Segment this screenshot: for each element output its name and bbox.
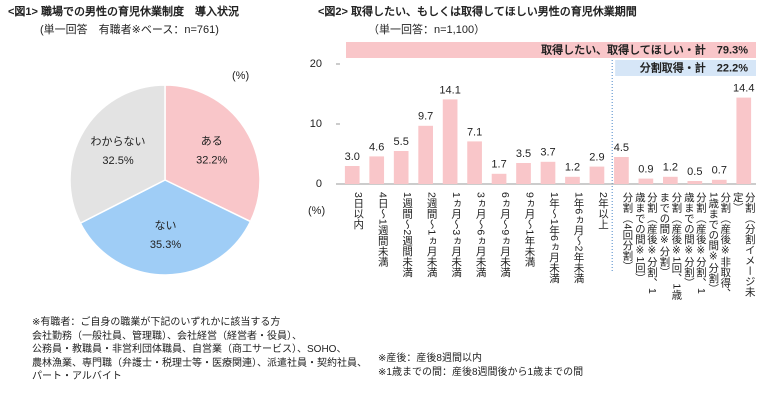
x-tick-label: 9ヵ月〜1年未満: [523, 192, 536, 267]
pie-slice: [69, 84, 166, 225]
x-tick-label: 分割（分割イメージ未定）: [731, 192, 756, 297]
value-label: 1.7: [491, 159, 506, 171]
banner: [615, 60, 756, 76]
slice-value: 32.5%: [102, 155, 133, 167]
value-label: 3.0: [345, 151, 360, 163]
x-tick-label: 分割（産後※分割、1歳までの間※分割）: [682, 192, 707, 294]
bar: [393, 151, 409, 184]
banner-label: 取得したい、取得してほしい・計 79.3%: [541, 42, 748, 56]
bar: [540, 161, 556, 184]
slice-label: わからない: [91, 135, 146, 148]
value-label: 14.1: [439, 84, 460, 96]
value-label: 0.9: [638, 164, 653, 176]
bar: [565, 176, 580, 184]
bar: [638, 178, 654, 184]
bar: [491, 173, 507, 184]
x-tick-label: 分割（産後※1回、1歳までの間※分割）: [658, 192, 683, 300]
footnote: パート・アルバイト: [32, 371, 122, 382]
y-tick-label: 0: [316, 178, 322, 190]
unit-label: (%): [232, 70, 249, 82]
value-label: 5.5: [394, 136, 409, 148]
bar: [589, 166, 605, 184]
value-label: 2.9: [589, 152, 604, 164]
unit-label: (%): [308, 205, 325, 217]
pie-slice: [79, 179, 252, 276]
value-label: 3.5: [516, 148, 531, 160]
chart-subtitle: (単一回答 有職者※ベース：n=761): [40, 22, 219, 36]
value-label: 4.5: [614, 142, 629, 154]
x-tick-label: 3ヵ月〜6ヵ月未満: [474, 192, 487, 278]
value-label: 1.2: [565, 162, 580, 174]
x-tick-label: 3日以内: [352, 192, 365, 230]
x-tick-label: 4日〜1週間未満: [376, 192, 389, 267]
y-tick-label: 10: [310, 118, 322, 130]
x-tick-label: 分割（産後※非取得、1歳までの間※分割）: [707, 192, 732, 299]
value-label: 0.7: [712, 165, 727, 177]
slice-label: ない: [155, 219, 177, 232]
bar: [369, 156, 385, 184]
bar: [711, 179, 727, 184]
pie-slice: [164, 84, 261, 223]
footnote: 農林漁業、専門職（弁護士・税理士等・医療関連）、派遣社員・契約社員、: [32, 357, 367, 369]
value-label: 4.6: [369, 141, 384, 153]
bar: [687, 181, 703, 184]
bar: [663, 176, 678, 184]
footnote: 会社勤務（一般社員、管理職）、会社経営（経営者・役員）、: [32, 330, 302, 342]
x-tick-label: 1年6ヵ月〜2年未満: [572, 192, 585, 284]
slice-value: 35.3%: [150, 239, 181, 251]
x-tick-label: 1週間〜2週間未満: [401, 192, 414, 278]
footnote: ※1歳までの間：産後8週間後から1歳までの間: [378, 366, 584, 378]
banner: [346, 42, 756, 58]
bar: [736, 97, 752, 184]
chart-title: <図1> 職場での男性の育児休業制度 導入状況: [8, 4, 239, 18]
banner-label: 分割取得・計 22.2%: [640, 60, 748, 74]
value-label: 7.1: [467, 126, 482, 138]
x-tick-label: 分割（産後※分割、1歳までの間※1回）: [633, 192, 658, 294]
value-label: 14.4: [733, 83, 754, 95]
y-tick-label: 20: [310, 58, 322, 70]
chart-subtitle: （単一回答：n=1,100）: [368, 22, 485, 36]
bar: [344, 166, 360, 184]
value-label: 9.7: [418, 111, 433, 123]
x-tick-label: 1ヵ月〜3ヵ月未満: [450, 192, 463, 278]
bar: [516, 163, 531, 184]
footnote: 公務員・教職員・非営利団体職員、自営業（商工サービス）、SOHO、: [32, 344, 347, 355]
x-tick-label: 6ヵ月〜9ヵ月未満: [499, 192, 512, 278]
bar: [467, 141, 482, 184]
chart-title: <図2> 取得したい、もしくは取得してほしい男性の育児休業期間: [318, 4, 637, 18]
x-tick-label: 2年以上: [596, 192, 609, 230]
value-label: 0.5: [687, 166, 702, 178]
slice-label: ある: [201, 135, 223, 148]
footnote: ※有職者：ご自身の職業が下記のいずれかに該当する方: [32, 317, 281, 328]
bar: [442, 99, 458, 184]
x-tick-label: 分割（4回分割）: [621, 192, 634, 272]
bar: [614, 157, 629, 184]
slice-value: 32.2%: [196, 155, 227, 167]
value-label: 1.2: [663, 162, 678, 174]
value-label: 3.7: [540, 147, 555, 159]
x-tick-label: 2週間〜1ヵ月未満: [425, 192, 438, 278]
footnote: ※産後：産後8週間以内: [378, 353, 482, 364]
x-tick-label: 1年〜1年6ヵ月未満: [548, 192, 560, 284]
bar: [418, 125, 433, 184]
